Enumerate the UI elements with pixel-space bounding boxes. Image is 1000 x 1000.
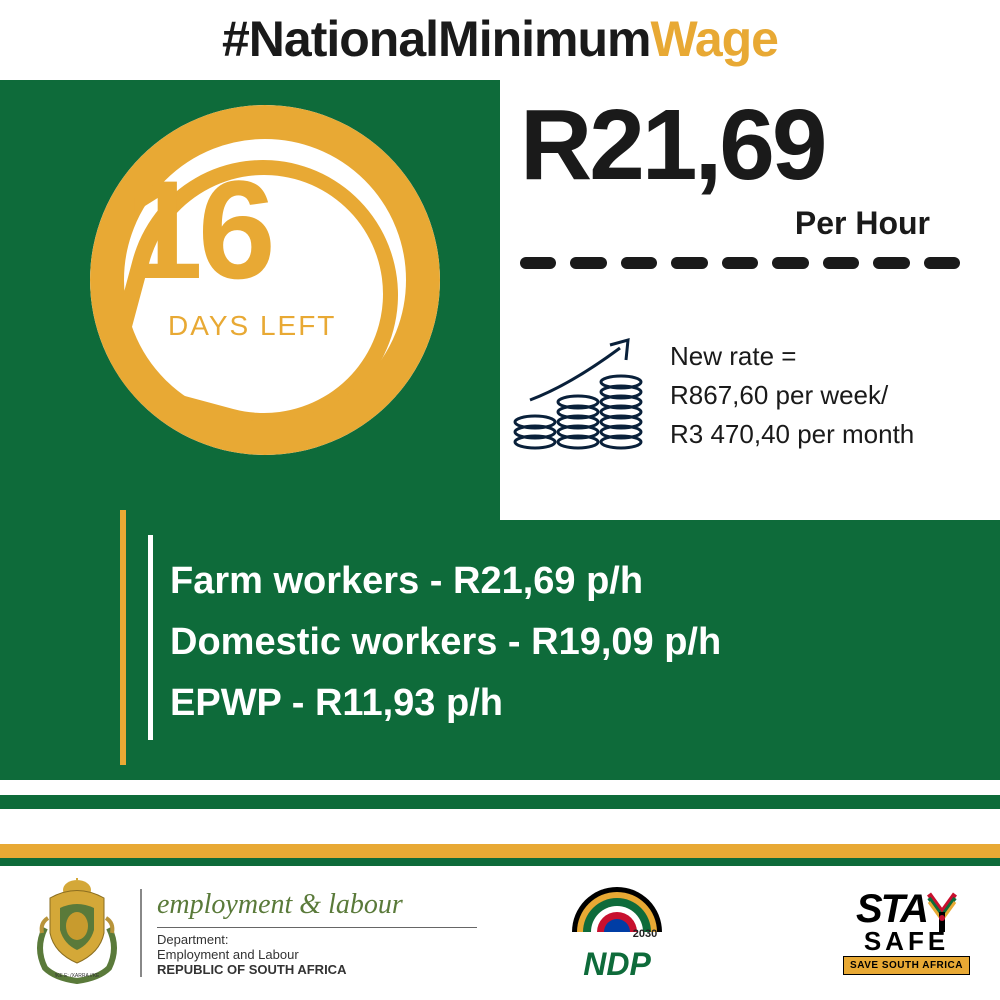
department-title: employment & labour — [157, 889, 477, 921]
ndp-logo: 2030 NDP — [557, 887, 677, 979]
hashtag-prefix: #NationalMinimum — [222, 11, 650, 67]
new-rate-weekly: R867,60 per week/ — [670, 376, 914, 415]
rate-unit: Per Hour — [520, 205, 980, 242]
accent-bar-yellow — [120, 510, 126, 765]
countdown-number: 16 — [125, 160, 271, 300]
footer: !KE E: /XARRA //KE employment & labour D… — [0, 866, 1000, 1000]
stay-text: STA — [856, 887, 927, 931]
coat-of-arms-icon: !KE E: /XARRA //KE — [30, 878, 125, 988]
new-rate-monthly: R3 470,40 per month — [670, 415, 914, 454]
accent-bar-white — [148, 535, 153, 740]
stay-safe-logo: STA SAFE SAVE SOUTH AFRICA — [843, 892, 970, 975]
department-line2: Employment and Labour — [157, 947, 477, 962]
flag-y-icon — [927, 892, 957, 928]
stripe — [0, 809, 1000, 844]
save-south-africa: SAVE SOUTH AFRICA — [843, 956, 970, 975]
countdown-label: DAYS LEFT — [168, 310, 336, 342]
new-rate-row: New rate = R867,60 per week/ R3 470,40 p… — [510, 330, 914, 460]
department-line1: Department: — [157, 932, 477, 947]
stripe — [0, 780, 1000, 795]
worker-rate-line: Farm workers - R21,69 p/h — [170, 560, 1000, 603]
hashtag-highlight: Wage — [650, 11, 778, 67]
header-bar: #NationalMinimumWage — [0, 0, 1000, 80]
dashed-line — [520, 257, 960, 269]
svg-text:!KE E: /XARRA //KE: !KE E: /XARRA //KE — [55, 973, 100, 979]
new-rate-text: New rate = R867,60 per week/ R3 470,40 p… — [670, 337, 914, 454]
stripe — [0, 858, 1000, 866]
rate-block: R21,69 Per Hour — [520, 95, 980, 269]
worker-rate-line: EPWP - R11,93 p/h — [170, 682, 1000, 725]
ndp-label: NDP — [557, 950, 677, 979]
department-text: employment & labour Department: Employme… — [140, 889, 477, 977]
worker-rate-line: Domestic workers - R19,09 p/h — [170, 621, 1000, 664]
growth-coins-icon — [510, 330, 650, 460]
stripe — [0, 795, 1000, 809]
ndp-year: 2030 — [633, 928, 657, 940]
stripe — [0, 844, 1000, 858]
new-rate-label: New rate = — [670, 337, 914, 376]
hashtag: #NationalMinimumWage — [0, 10, 1000, 68]
rate-amount: R21,69 — [520, 95, 980, 195]
department-line3: REPUBLIC OF SOUTH AFRICA — [157, 962, 477, 977]
